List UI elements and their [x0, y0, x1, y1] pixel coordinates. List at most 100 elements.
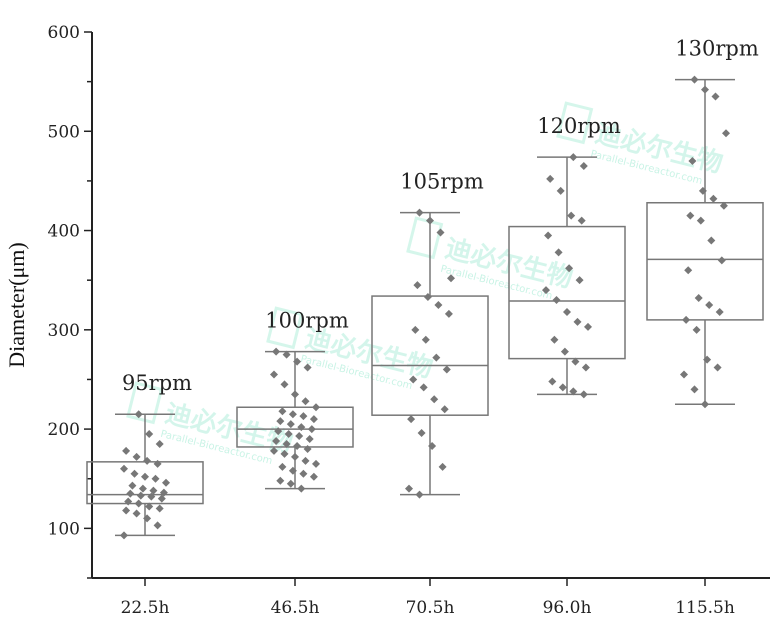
data-point [141, 472, 149, 481]
y-tick-label: 300 [48, 321, 80, 341]
data-point [407, 415, 416, 424]
data-point [436, 228, 445, 237]
y-axis: 100 200 300 400 500 600 [48, 23, 93, 579]
data-point [286, 420, 295, 429]
data-point [134, 410, 143, 419]
data-point [421, 335, 430, 344]
data-point [297, 423, 306, 432]
data-point [124, 497, 133, 506]
data-point [440, 405, 449, 414]
data-point [696, 216, 705, 225]
data-point [303, 444, 312, 453]
data-point [569, 153, 578, 162]
iqr-box [508, 225, 626, 360]
data-point [297, 484, 306, 493]
x-tick-label: 115.5h [675, 598, 735, 618]
data-point [548, 377, 557, 386]
x-tick-label: 46.5h [271, 598, 320, 618]
data-point [569, 387, 578, 396]
data-point [684, 266, 693, 275]
y-tick-label: 600 [48, 23, 80, 43]
data-point [149, 486, 158, 495]
data-point [573, 317, 582, 326]
data-point [411, 325, 420, 334]
data-point [159, 488, 168, 497]
box-group-96.0h: 120rpm [508, 114, 626, 399]
data-point [309, 415, 318, 424]
data-point [276, 476, 285, 485]
data-point [128, 481, 137, 490]
watermark-logo-icon [126, 381, 164, 425]
data-point [136, 491, 145, 500]
data-point [134, 499, 143, 508]
data-point [155, 504, 164, 513]
data-point [581, 363, 590, 372]
data-point [579, 162, 588, 171]
watermark-logo-icon [406, 216, 444, 260]
data-point [550, 335, 559, 344]
data-point [692, 325, 701, 334]
data-point [405, 484, 413, 493]
x-tick-label: 22.5h [121, 598, 170, 618]
watermark-logo-icon [266, 306, 304, 350]
data-point [299, 469, 308, 478]
data-point [274, 427, 283, 436]
data-point [307, 425, 316, 434]
x-axis: 22.5h 46.5h 70.5h 96.0h 115.5h [92, 577, 770, 618]
data-point [143, 456, 152, 465]
box-group-46.5h: 100rpm [236, 309, 354, 493]
data-point [155, 439, 164, 448]
data-point [711, 92, 720, 101]
data-point [278, 462, 287, 471]
data-point [130, 469, 139, 478]
data-point [151, 474, 160, 483]
data-point [147, 492, 156, 501]
data-point [145, 502, 154, 511]
data-point [560, 347, 569, 356]
data-point [284, 430, 293, 439]
data-point [303, 363, 312, 372]
data-point [288, 410, 297, 419]
data-point [577, 216, 586, 225]
rpm-annotation: 100rpm [265, 309, 349, 333]
data-point [544, 231, 553, 240]
data-point [312, 459, 320, 468]
data-point [682, 315, 691, 324]
data-point [430, 395, 439, 404]
data-point [295, 432, 304, 441]
data-point [293, 441, 302, 450]
data-point [301, 397, 310, 406]
data-point [153, 459, 162, 468]
x-tick-label: 96.0h [543, 598, 592, 618]
data-point [717, 256, 726, 265]
data-point [432, 353, 441, 362]
y-tick-label: 200 [48, 420, 80, 440]
data-point [299, 412, 308, 421]
iqr-box [646, 201, 764, 321]
data-point [309, 472, 318, 481]
data-point [571, 357, 580, 366]
rpm-annotation: 105rpm [400, 170, 484, 194]
data-point [552, 296, 561, 305]
data-point [426, 216, 434, 225]
data-point [122, 506, 131, 515]
iqr-box [86, 461, 204, 505]
data-point [707, 236, 716, 245]
data-point [715, 307, 724, 316]
data-point [138, 484, 147, 493]
data-point [301, 456, 310, 465]
data-point [579, 390, 588, 399]
data-point [546, 174, 555, 183]
data-point [162, 478, 170, 487]
y-axis-title: Diameter(μm) [4, 242, 29, 367]
data-point [688, 157, 697, 166]
data-point [690, 75, 699, 84]
data-point [434, 301, 443, 309]
data-point [120, 531, 128, 540]
box-groups: 95rpm 100rpm 105rpm 120rpm 130rpm [86, 37, 764, 540]
data-point [291, 390, 299, 399]
y-tick-label: 100 [48, 519, 80, 539]
data-point [690, 385, 699, 394]
